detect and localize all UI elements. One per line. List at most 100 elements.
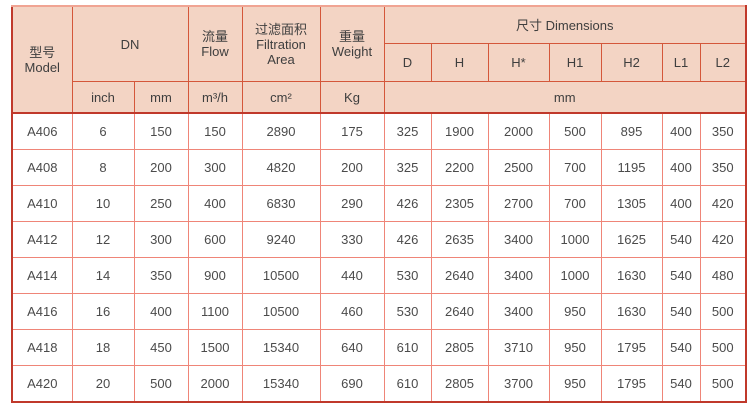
- cell-dim-h: 2640: [430, 257, 489, 294]
- cell-model: A418: [11, 329, 73, 366]
- header-dim-col-l1: L1: [661, 43, 701, 82]
- cell-model: A412: [11, 221, 73, 258]
- unit-mm: mm: [133, 81, 189, 114]
- cell-weight: 175: [319, 112, 385, 150]
- cell-weight: 200: [319, 149, 385, 186]
- cell-flow: 1500: [187, 329, 243, 366]
- cell-dim-h1: 700: [548, 185, 602, 222]
- cell-filtration-area: 10500: [241, 293, 321, 330]
- cell-dn-mm: 250: [133, 185, 189, 222]
- unit-dims: mm: [383, 81, 747, 114]
- cell-dim-h: 2200: [430, 149, 489, 186]
- cell-dim-hstar: 2500: [487, 149, 550, 186]
- cell-dim-l1: 540: [661, 293, 701, 330]
- cell-dim-h2: 1630: [600, 293, 663, 330]
- cell-model: A420: [11, 365, 73, 403]
- unit-weight: Kg: [319, 81, 385, 114]
- cell-filtration-area: 10500: [241, 257, 321, 294]
- header-row-3: inch mm m³/h cm² Kg mm: [12, 81, 747, 114]
- header-dim-col-l2: L2: [699, 43, 747, 82]
- cell-dim-h1: 500: [548, 112, 602, 150]
- cell-dim-hstar: 3700: [487, 365, 550, 403]
- table-row: A408 8 200 300 4820 200 325 2200 2500 700 1195 400 3…: [11, 149, 747, 186]
- cell-dn-mm: 300: [133, 221, 189, 258]
- cell-dn-inch: 20: [71, 365, 135, 403]
- header-filtration-zh: 过滤面积: [254, 21, 307, 37]
- cell-model: A416: [11, 293, 73, 330]
- cell-weight: 460: [319, 293, 385, 330]
- cell-dim-h1: 1000: [548, 221, 602, 258]
- cell-dn-mm: 400: [133, 293, 189, 330]
- cell-dim-h: 2305: [430, 185, 489, 222]
- header-dimensions: 尺寸 Dimensions: [383, 5, 747, 44]
- header-filtration-area: 过滤面积 Filtration Area: [241, 5, 321, 82]
- cell-dim-l1: 400: [661, 112, 701, 150]
- cell-dim-h: 2805: [430, 329, 489, 366]
- cell-model: A408: [11, 149, 73, 186]
- cell-model: A410: [11, 185, 73, 222]
- header-weight: 重量 Weight: [319, 5, 385, 82]
- unit-area: cm²: [241, 81, 321, 114]
- cell-dn-mm: 150: [133, 112, 189, 150]
- cell-flow: 600: [187, 221, 243, 258]
- cell-weight: 690: [319, 365, 385, 403]
- cell-dim-l2: 420: [699, 221, 747, 258]
- header-weight-en: Weight: [331, 44, 373, 59]
- cell-flow: 150: [187, 112, 243, 150]
- header-dim-col-hstar: H*: [487, 43, 550, 82]
- cell-flow: 400: [187, 185, 243, 222]
- cell-dn-mm: 350: [133, 257, 189, 294]
- table-row: A406 6 150 150 2890 175 325 1900 2000 500 895 400 35…: [11, 112, 747, 150]
- cell-dim-d: 325: [383, 112, 432, 150]
- cell-dim-l1: 540: [661, 257, 701, 294]
- cell-dim-l2: 500: [699, 329, 747, 366]
- header-row-2: D H H* H1 H2 L1 L2: [12, 43, 747, 82]
- cell-weight: 290: [319, 185, 385, 222]
- header-model: 型号 Model: [11, 5, 73, 114]
- cell-filtration-area: 4820: [241, 149, 321, 186]
- cell-weight: 440: [319, 257, 385, 294]
- header-model-en: Model: [24, 59, 60, 75]
- header-dim-col-h2: H2: [600, 43, 663, 82]
- cell-filtration-area: 2890: [241, 112, 321, 150]
- cell-dn-inch: 10: [71, 185, 135, 222]
- cell-dim-l2: 350: [699, 112, 747, 150]
- table-header: 型号 Model DN 流量 Flow 过滤面积 Filtration Area…: [11, 5, 747, 114]
- header-dn: DN: [71, 5, 189, 82]
- cell-dn-inch: 8: [71, 149, 135, 186]
- cell-dim-l1: 540: [661, 329, 701, 366]
- cell-dim-h: 2640: [430, 293, 489, 330]
- header-dim-col-d: D: [383, 43, 432, 82]
- cell-weight: 640: [319, 329, 385, 366]
- cell-dim-l1: 540: [661, 365, 701, 403]
- table-row: A414 14 350 900 10500 440 530 2640 3400 1000 1630 5…: [11, 257, 747, 294]
- cell-weight: 330: [319, 221, 385, 258]
- cell-dn-mm: 450: [133, 329, 189, 366]
- cell-dim-d: 610: [383, 365, 432, 403]
- cell-flow: 1100: [187, 293, 243, 330]
- cell-filtration-area: 15340: [241, 329, 321, 366]
- cell-dim-h2: 1795: [600, 365, 663, 403]
- cell-dn-inch: 16: [71, 293, 135, 330]
- cell-flow: 300: [187, 149, 243, 186]
- cell-dim-h1: 1000: [548, 257, 602, 294]
- header-dim-col-h: H: [430, 43, 489, 82]
- cell-dim-hstar: 3400: [487, 257, 550, 294]
- cell-model: A414: [11, 257, 73, 294]
- table-row: A410 10 250 400 6830 290 426 2305 2700 700 1305 400…: [11, 185, 747, 222]
- table-row: A416 16 400 1100 10500 460 530 2640 3400 950 1630 5…: [11, 293, 747, 330]
- cell-dn-inch: 6: [71, 112, 135, 150]
- cell-dim-l1: 540: [661, 221, 701, 258]
- cell-dim-h1: 950: [548, 365, 602, 403]
- table-row: A420 20 500 2000 15340 690 610 2805 3700 950 1795 5…: [11, 365, 747, 403]
- header-model-zh: 型号: [29, 44, 56, 60]
- cell-dn-inch: 18: [71, 329, 135, 366]
- header-flow-en: Flow: [201, 44, 229, 59]
- cell-dim-hstar: 2000: [487, 112, 550, 150]
- cell-dim-hstar: 2700: [487, 185, 550, 222]
- table-row: A418 18 450 1500 15340 640 610 2805 3710 950 1795 5…: [11, 329, 747, 366]
- cell-dn-inch: 12: [71, 221, 135, 258]
- cell-dim-l1: 400: [661, 185, 701, 222]
- cell-dim-h2: 1195: [600, 149, 663, 186]
